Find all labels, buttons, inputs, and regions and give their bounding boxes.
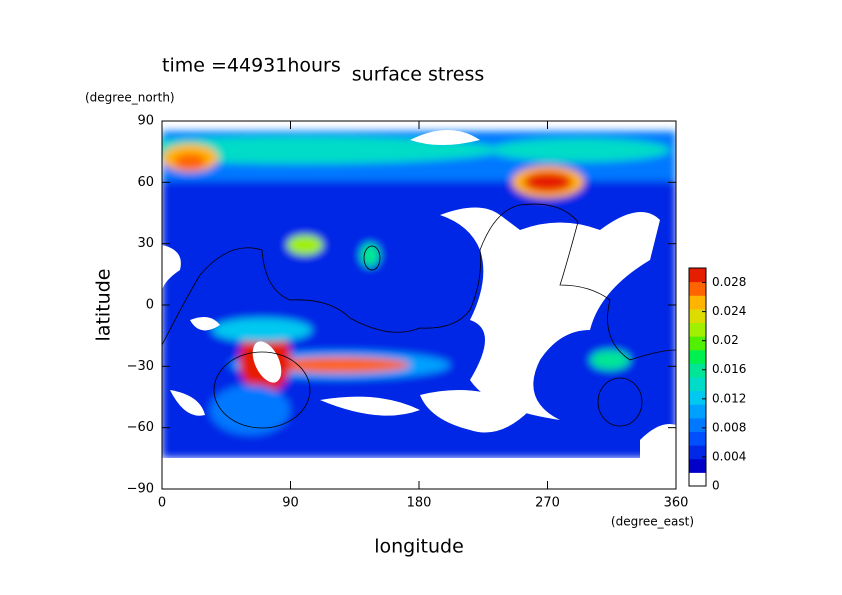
y-tick-label: 30: [137, 236, 154, 251]
colorbar-tick-label: 0.016: [712, 362, 746, 376]
colorbar-tick-label: 0.02: [712, 333, 739, 347]
colorbar-band: [689, 458, 706, 473]
colorbar-band: [689, 445, 706, 460]
colorbar-band: [689, 322, 706, 337]
colorbar-band: [689, 431, 706, 446]
colorbar-band: [689, 472, 706, 487]
colorbar-tick-label: 0.012: [712, 391, 746, 405]
y-tick-label: 60: [137, 175, 154, 190]
chart-title: surface stress: [352, 64, 485, 86]
y-tick-label: −30: [127, 359, 154, 374]
colorbar-band: [689, 377, 706, 392]
x-tick-label: 360: [664, 496, 689, 511]
colorbar-tick-label: 0.004: [712, 449, 746, 463]
time-label: time =44931hours: [162, 55, 341, 77]
x-tick-label: 0: [158, 496, 166, 511]
colorbar-band: [689, 281, 706, 296]
x-axis-label: longitude: [374, 536, 464, 558]
colorbar-band: [689, 404, 706, 419]
colorbar-band: [689, 308, 706, 323]
colorbar-tick-label: 0.028: [712, 275, 746, 289]
colorbar-band: [689, 363, 706, 378]
y-unit: (degree_north): [85, 91, 175, 105]
colorbar-tick-label: 0: [712, 479, 720, 493]
colorbar-band: [689, 268, 706, 283]
colorbar-band: [689, 417, 706, 432]
y-tick-label: 0: [146, 298, 154, 313]
x-tick-label: 180: [407, 496, 432, 511]
colorbar-tick-label: 0.008: [712, 420, 746, 434]
colorbar-tick-label: 0.024: [712, 304, 746, 318]
y-tick-label: −90: [127, 482, 154, 497]
colorbar-band: [689, 349, 706, 364]
colorbar-band: [689, 336, 706, 351]
field: [162, 130, 676, 489]
colorbar-band: [689, 390, 706, 405]
colorbar-frame: [688, 267, 707, 487]
y-axis-label: latitude: [93, 269, 115, 342]
y-tick-label: 90: [137, 114, 154, 129]
x-tick-label: 270: [535, 496, 560, 511]
colorbar-band: [689, 295, 706, 310]
y-tick-label: −60: [127, 420, 154, 435]
x-unit: (degree_east): [611, 515, 694, 529]
x-tick-label: 90: [282, 496, 299, 511]
